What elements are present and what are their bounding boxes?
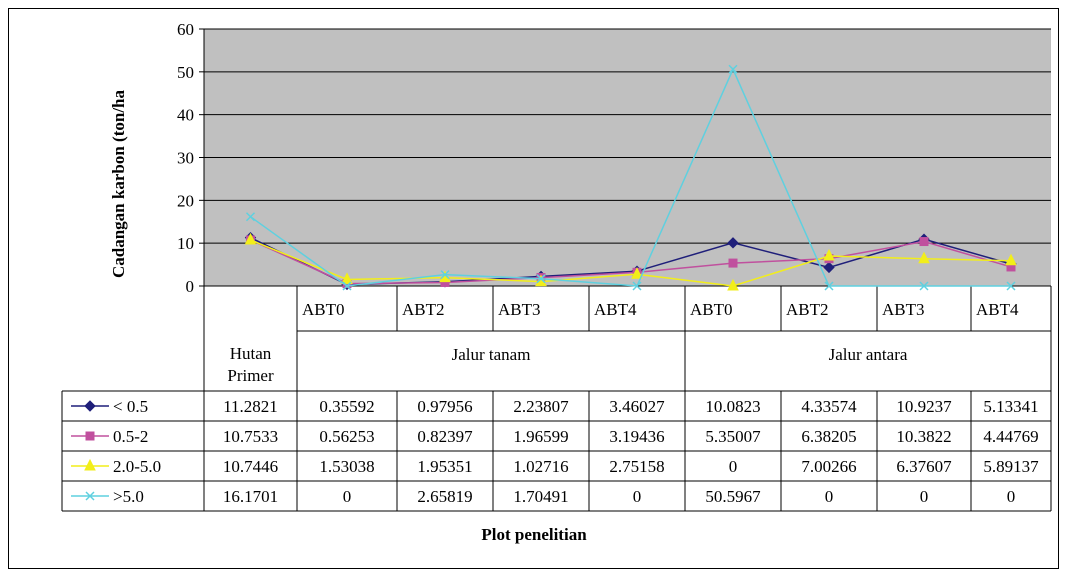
data-label: 10.9237: [896, 397, 952, 416]
legend-marker: [86, 432, 94, 440]
x-category-label: ABT0: [690, 300, 733, 319]
y-tick-label: 0: [186, 277, 195, 296]
data-label: 6.38205: [801, 427, 856, 446]
data-label: 0: [825, 487, 834, 506]
y-tick-label: 60: [177, 20, 194, 39]
data-label: 2.23807: [513, 397, 569, 416]
legend-marker: [85, 401, 95, 411]
data-label: 5.89137: [983, 457, 1039, 476]
legend-label: 2.0-5.0: [113, 457, 161, 476]
data-label: 0: [343, 487, 352, 506]
x-group-label: Jalur tanam: [452, 345, 531, 364]
x-axis-title: Plot penelitian: [481, 525, 587, 544]
x-category-label: ABT3: [498, 300, 541, 319]
legend-label: < 0.5: [113, 397, 148, 416]
data-label: 6.37607: [896, 457, 952, 476]
data-label: 0: [1007, 487, 1016, 506]
data-label: 0: [920, 487, 929, 506]
data-label: 0: [729, 457, 738, 476]
data-label: 4.33574: [801, 397, 857, 416]
data-label: 10.0823: [705, 397, 760, 416]
chart-frame: 0 10 20 30 40 50 60 ABT0 ABT2 ABT3 ABT4 ABT0 ABT2 ABT…: [8, 8, 1059, 569]
data-label: 50.5967: [705, 487, 761, 506]
data-label: 1.96599: [513, 427, 568, 446]
line-chart: 0 10 20 30 40 50 60 ABT0 ABT2 ABT3 ABT4 ABT0 ABT2 ABT…: [9, 9, 1060, 570]
data-label: 16.1701: [223, 487, 278, 506]
data-label: 5.13341: [983, 397, 1038, 416]
data-label: 7.00266: [801, 457, 856, 476]
data-label: 5.35007: [705, 427, 761, 446]
data-point: [729, 259, 737, 267]
x-category-label: ABT4: [976, 300, 1019, 319]
legend-label: >5.0: [113, 487, 144, 506]
x-category-label: ABT4: [594, 300, 637, 319]
x-category-label: ABT2: [786, 300, 829, 319]
y-axis-title: Cadangan karbon (ton/ha: [109, 90, 129, 278]
data-label: 0.82397: [417, 427, 473, 446]
y-tick-label: 40: [177, 106, 194, 125]
data-label: 10.7533: [223, 427, 278, 446]
data-label: 3.46027: [609, 397, 665, 416]
x-group-label: Hutan Primer: [227, 344, 274, 385]
data-label: 0.56253: [319, 427, 374, 446]
data-label: 10.3822: [896, 427, 951, 446]
y-tick-label: 50: [177, 63, 194, 82]
data-label: 1.02716: [513, 457, 568, 476]
data-label: 0.97956: [417, 397, 472, 416]
y-tick-label: 10: [177, 234, 194, 253]
legend-marker: [85, 460, 95, 470]
legend-label: 0.5-2: [113, 427, 148, 446]
data-label: 4.44769: [983, 427, 1038, 446]
data-label: 10.7446: [223, 457, 278, 476]
data-label: 2.65819: [417, 487, 472, 506]
x-group-label: Jalur antara: [829, 345, 908, 364]
data-label: 1.53038: [319, 457, 374, 476]
data-point: [920, 238, 928, 246]
x-category-label: ABT0: [302, 300, 345, 319]
data-label: 1.95351: [417, 457, 472, 476]
data-label: 2.75158: [609, 457, 664, 476]
y-tick-label: 30: [177, 149, 194, 168]
data-label: 0: [633, 487, 642, 506]
data-label: 3.19436: [609, 427, 664, 446]
y-tick-label: 20: [177, 191, 194, 210]
data-label: 11.2821: [223, 397, 278, 416]
data-label: 1.70491: [513, 487, 568, 506]
x-category-label: ABT3: [882, 300, 925, 319]
data-label: 0.35592: [319, 397, 374, 416]
x-category-label: ABT2: [402, 300, 445, 319]
